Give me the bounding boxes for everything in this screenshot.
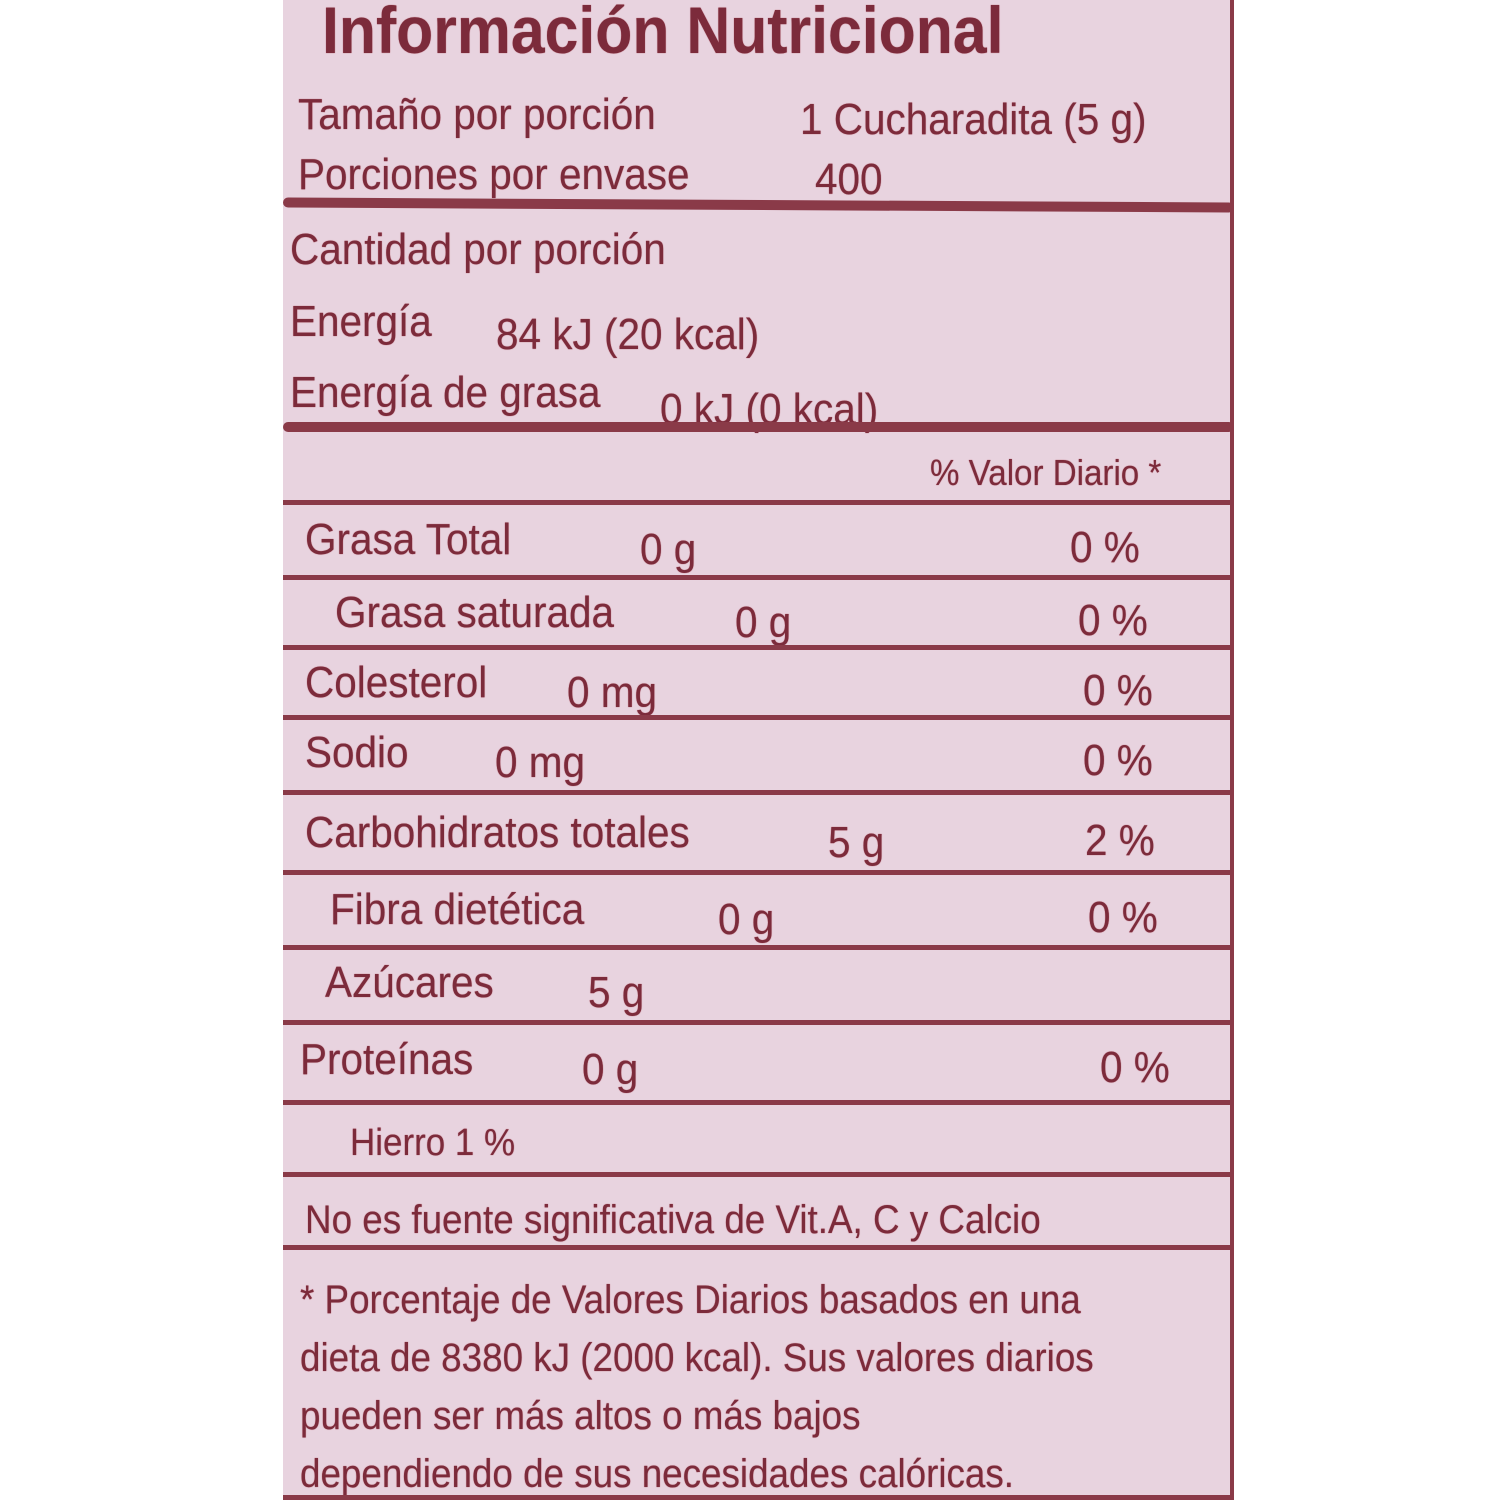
divider	[283, 790, 1234, 795]
nutrient-daily-value: 2 %	[1085, 816, 1155, 865]
nutrient-amount: 0 g	[718, 895, 775, 944]
divider	[283, 1172, 1234, 1177]
divider	[283, 1245, 1234, 1250]
nutrient-amount: 5 g	[828, 818, 885, 867]
footnote-line: pueden ser más altos o más bajos	[300, 1394, 861, 1438]
nutrient-label: Azúcares	[325, 958, 494, 1007]
note-text: No es fuente significativa de Vit.A, C y…	[305, 1198, 1041, 1242]
nutrient-daily-value: 0 %	[1088, 893, 1158, 942]
nutrient-amount: 5 g	[588, 968, 645, 1017]
divider	[283, 422, 1234, 432]
label-title: Información Nutricional	[322, 0, 1004, 67]
footnote-line: * Porcentaje de Valores Diarios basados …	[300, 1278, 1081, 1322]
nutrient-label: Colesterol	[305, 658, 488, 707]
divider	[283, 500, 1234, 505]
footnote-line: dependiendo de sus necesidades calóricas…	[300, 1452, 1015, 1496]
servings-value: 400	[815, 155, 883, 204]
divider	[283, 645, 1234, 650]
serving-size-value: 1 Cucharadita (5 g)	[800, 95, 1147, 144]
nutrient-amount: 0 g	[640, 525, 697, 574]
nutrient-daily-value: 0 %	[1078, 596, 1148, 645]
energy-label: Energía	[290, 297, 432, 346]
divider	[283, 715, 1234, 720]
nutrient-label: Sodio	[305, 728, 409, 777]
nutrient-amount: 0 g	[735, 598, 792, 647]
nutrient-amount: 0 mg	[495, 738, 586, 787]
nutrient-label: Carbohidratos totales	[305, 808, 690, 857]
nutrient-label: Fibra dietética	[330, 885, 585, 934]
amount-header: Cantidad por porción	[290, 225, 666, 274]
divider	[283, 945, 1234, 950]
nutrient-label: Proteínas	[300, 1035, 474, 1084]
daily-value-header: % Valor Diario *	[930, 452, 1162, 493]
divider	[283, 1020, 1234, 1025]
nutrient-amount: 0 mg	[567, 668, 658, 717]
fat-energy-label: Energía de grasa	[290, 368, 601, 417]
serving-size-label: Tamaño por porción	[298, 90, 656, 139]
divider	[283, 1495, 1234, 1500]
divider	[283, 575, 1234, 580]
servings-label: Porciones por envase	[298, 150, 690, 199]
nutrition-label	[283, 0, 1234, 1500]
nutrient-label: Grasa Total	[305, 515, 512, 564]
nutrient-daily-value: 0 %	[1083, 666, 1153, 715]
iron-value: Hierro 1 %	[350, 1122, 516, 1164]
energy-value: 84 kJ (20 kcal)	[496, 310, 760, 359]
nutrient-daily-value: 0 %	[1070, 523, 1140, 572]
divider	[283, 870, 1234, 875]
divider	[283, 1100, 1234, 1105]
nutrient-amount: 0 g	[582, 1045, 639, 1094]
nutrient-daily-value: 0 %	[1100, 1043, 1170, 1092]
nutrient-label: Grasa saturada	[335, 588, 615, 637]
footnote-line: dieta de 8380 kJ (2000 kcal). Sus valore…	[300, 1336, 1094, 1380]
nutrient-daily-value: 0 %	[1083, 736, 1153, 785]
